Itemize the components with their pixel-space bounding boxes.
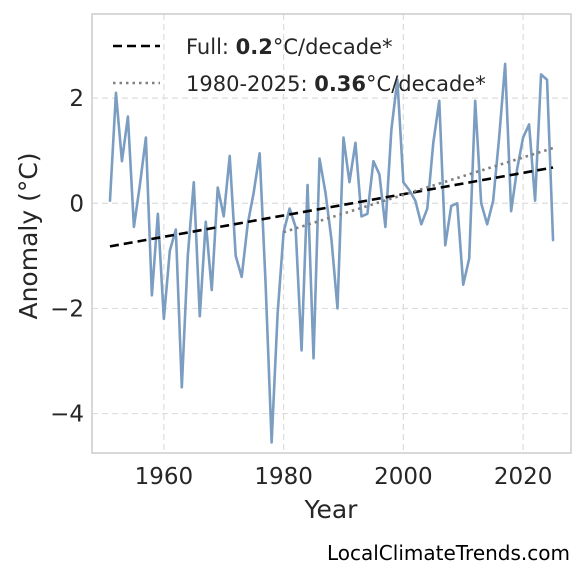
y-tick-label: −2 bbox=[50, 296, 84, 322]
legend-prefix: Full: bbox=[186, 35, 236, 59]
x-tick-label: 2000 bbox=[374, 464, 433, 490]
y-tick-label: 0 bbox=[69, 191, 84, 217]
x-axis-label: Year bbox=[304, 495, 359, 524]
legend-entry-recent: 1980-2025: 0.36°C/decade* bbox=[186, 72, 486, 96]
plot-series bbox=[108, 62, 555, 444]
legend-suffix: °C/decade* bbox=[273, 35, 393, 59]
anomaly-series-line bbox=[108, 62, 555, 444]
full-trend-line bbox=[109, 166, 554, 248]
grid bbox=[92, 14, 571, 453]
y-tick-label: −4 bbox=[50, 402, 84, 428]
legend-prefix: 1980-2025: bbox=[186, 72, 314, 96]
legend-suffix: °C/decade* bbox=[366, 72, 486, 96]
y-axis-label: Anomaly (°C) bbox=[14, 152, 43, 319]
x-tick-label: 1960 bbox=[135, 464, 194, 490]
legend: Full: 0.2°C/decade* 1980-2025: 0.36°C/de… bbox=[113, 35, 486, 96]
legend-entry-full: Full: 0.2°C/decade* bbox=[186, 35, 393, 59]
x-tick-label: 1980 bbox=[254, 464, 313, 490]
x-tick-label: 2020 bbox=[494, 464, 553, 490]
plot-frame bbox=[91, 13, 572, 454]
legend-trend-value: 0.2 bbox=[236, 35, 273, 59]
y-tick-label: 2 bbox=[69, 86, 84, 112]
recent-trend-line bbox=[283, 146, 554, 234]
legend-trend-value: 0.36 bbox=[314, 72, 366, 96]
credit-text: LocalClimateTrends.com bbox=[327, 541, 570, 565]
